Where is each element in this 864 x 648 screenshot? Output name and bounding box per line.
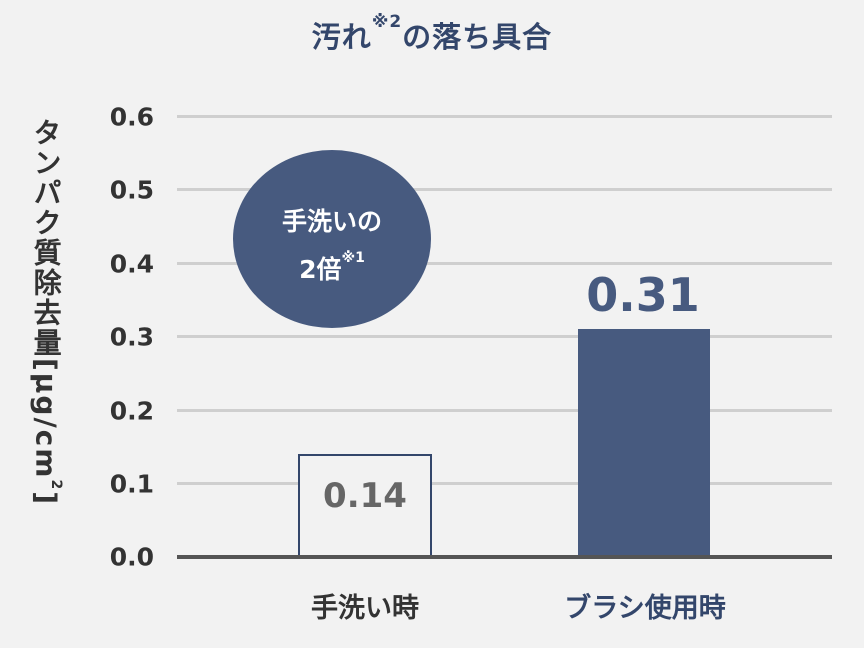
y-axis-unit: [μg/cm bbox=[29, 358, 63, 480]
y-axis-unit-end: ] bbox=[29, 491, 63, 506]
gridline bbox=[177, 188, 832, 191]
bar-value-label: 0.14 bbox=[323, 476, 407, 516]
gridline bbox=[177, 262, 832, 265]
bar-hand-wash: 0.14 bbox=[298, 454, 432, 557]
title-text: 汚れ bbox=[311, 20, 372, 54]
x-label-brush: ブラシ使用時 bbox=[564, 593, 726, 624]
badge-multiplier: 2倍 bbox=[299, 255, 342, 284]
bar-brush bbox=[578, 329, 710, 557]
y-axis-unit-sup: 2 bbox=[48, 479, 64, 492]
gridline bbox=[177, 335, 832, 338]
badge-footnote: ※1 bbox=[341, 250, 365, 266]
title-footnote: ※2 bbox=[371, 12, 403, 32]
badge-line1: 手洗いの bbox=[281, 207, 382, 236]
y-axis-label-text: タンパク質除去量 bbox=[29, 118, 63, 358]
bar-value-label: 0.31 bbox=[586, 268, 700, 322]
y-tick: 0.4 bbox=[109, 249, 154, 279]
y-tick: 0.5 bbox=[109, 175, 154, 205]
y-tick: 0.0 bbox=[109, 542, 154, 572]
chart-title: 汚れ※2の落ち具合 bbox=[0, 12, 864, 56]
comparison-badge: 手洗いの 2倍※1 bbox=[233, 150, 431, 328]
y-tick: 0.6 bbox=[109, 102, 154, 132]
y-tick: 0.2 bbox=[109, 396, 154, 426]
x-axis-line bbox=[177, 555, 832, 559]
y-axis-label: タンパク質除去量[μg/cm2] bbox=[30, 118, 76, 558]
gridline bbox=[177, 115, 832, 118]
y-tick: 0.1 bbox=[109, 469, 154, 499]
badge-line2: 2倍※1 bbox=[233, 250, 431, 286]
x-label-hand-wash: 手洗い時 bbox=[311, 593, 419, 624]
title-text-rest: の落ち具合 bbox=[402, 20, 553, 54]
y-tick: 0.3 bbox=[109, 322, 154, 352]
gridline bbox=[177, 409, 832, 412]
gridline bbox=[177, 482, 832, 485]
